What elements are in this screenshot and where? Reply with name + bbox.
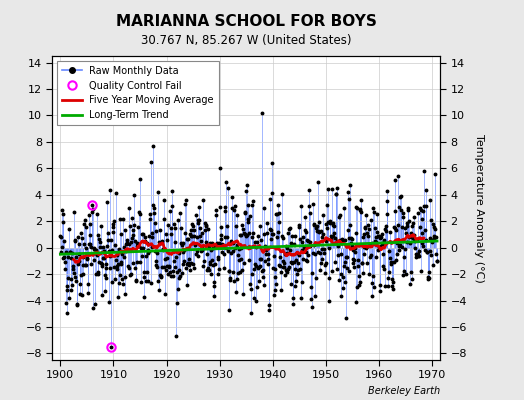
Text: MARIANNA SCHOOL FOR BOYS: MARIANNA SCHOOL FOR BOYS [116, 14, 377, 29]
Text: 30.767 N, 85.267 W (United States): 30.767 N, 85.267 W (United States) [141, 34, 352, 47]
Text: Berkeley Earth: Berkeley Earth [368, 386, 440, 396]
Legend: Raw Monthly Data, Quality Control Fail, Five Year Moving Average, Long-Term Tren: Raw Monthly Data, Quality Control Fail, … [57, 61, 219, 125]
Y-axis label: Temperature Anomaly (°C): Temperature Anomaly (°C) [474, 134, 484, 282]
